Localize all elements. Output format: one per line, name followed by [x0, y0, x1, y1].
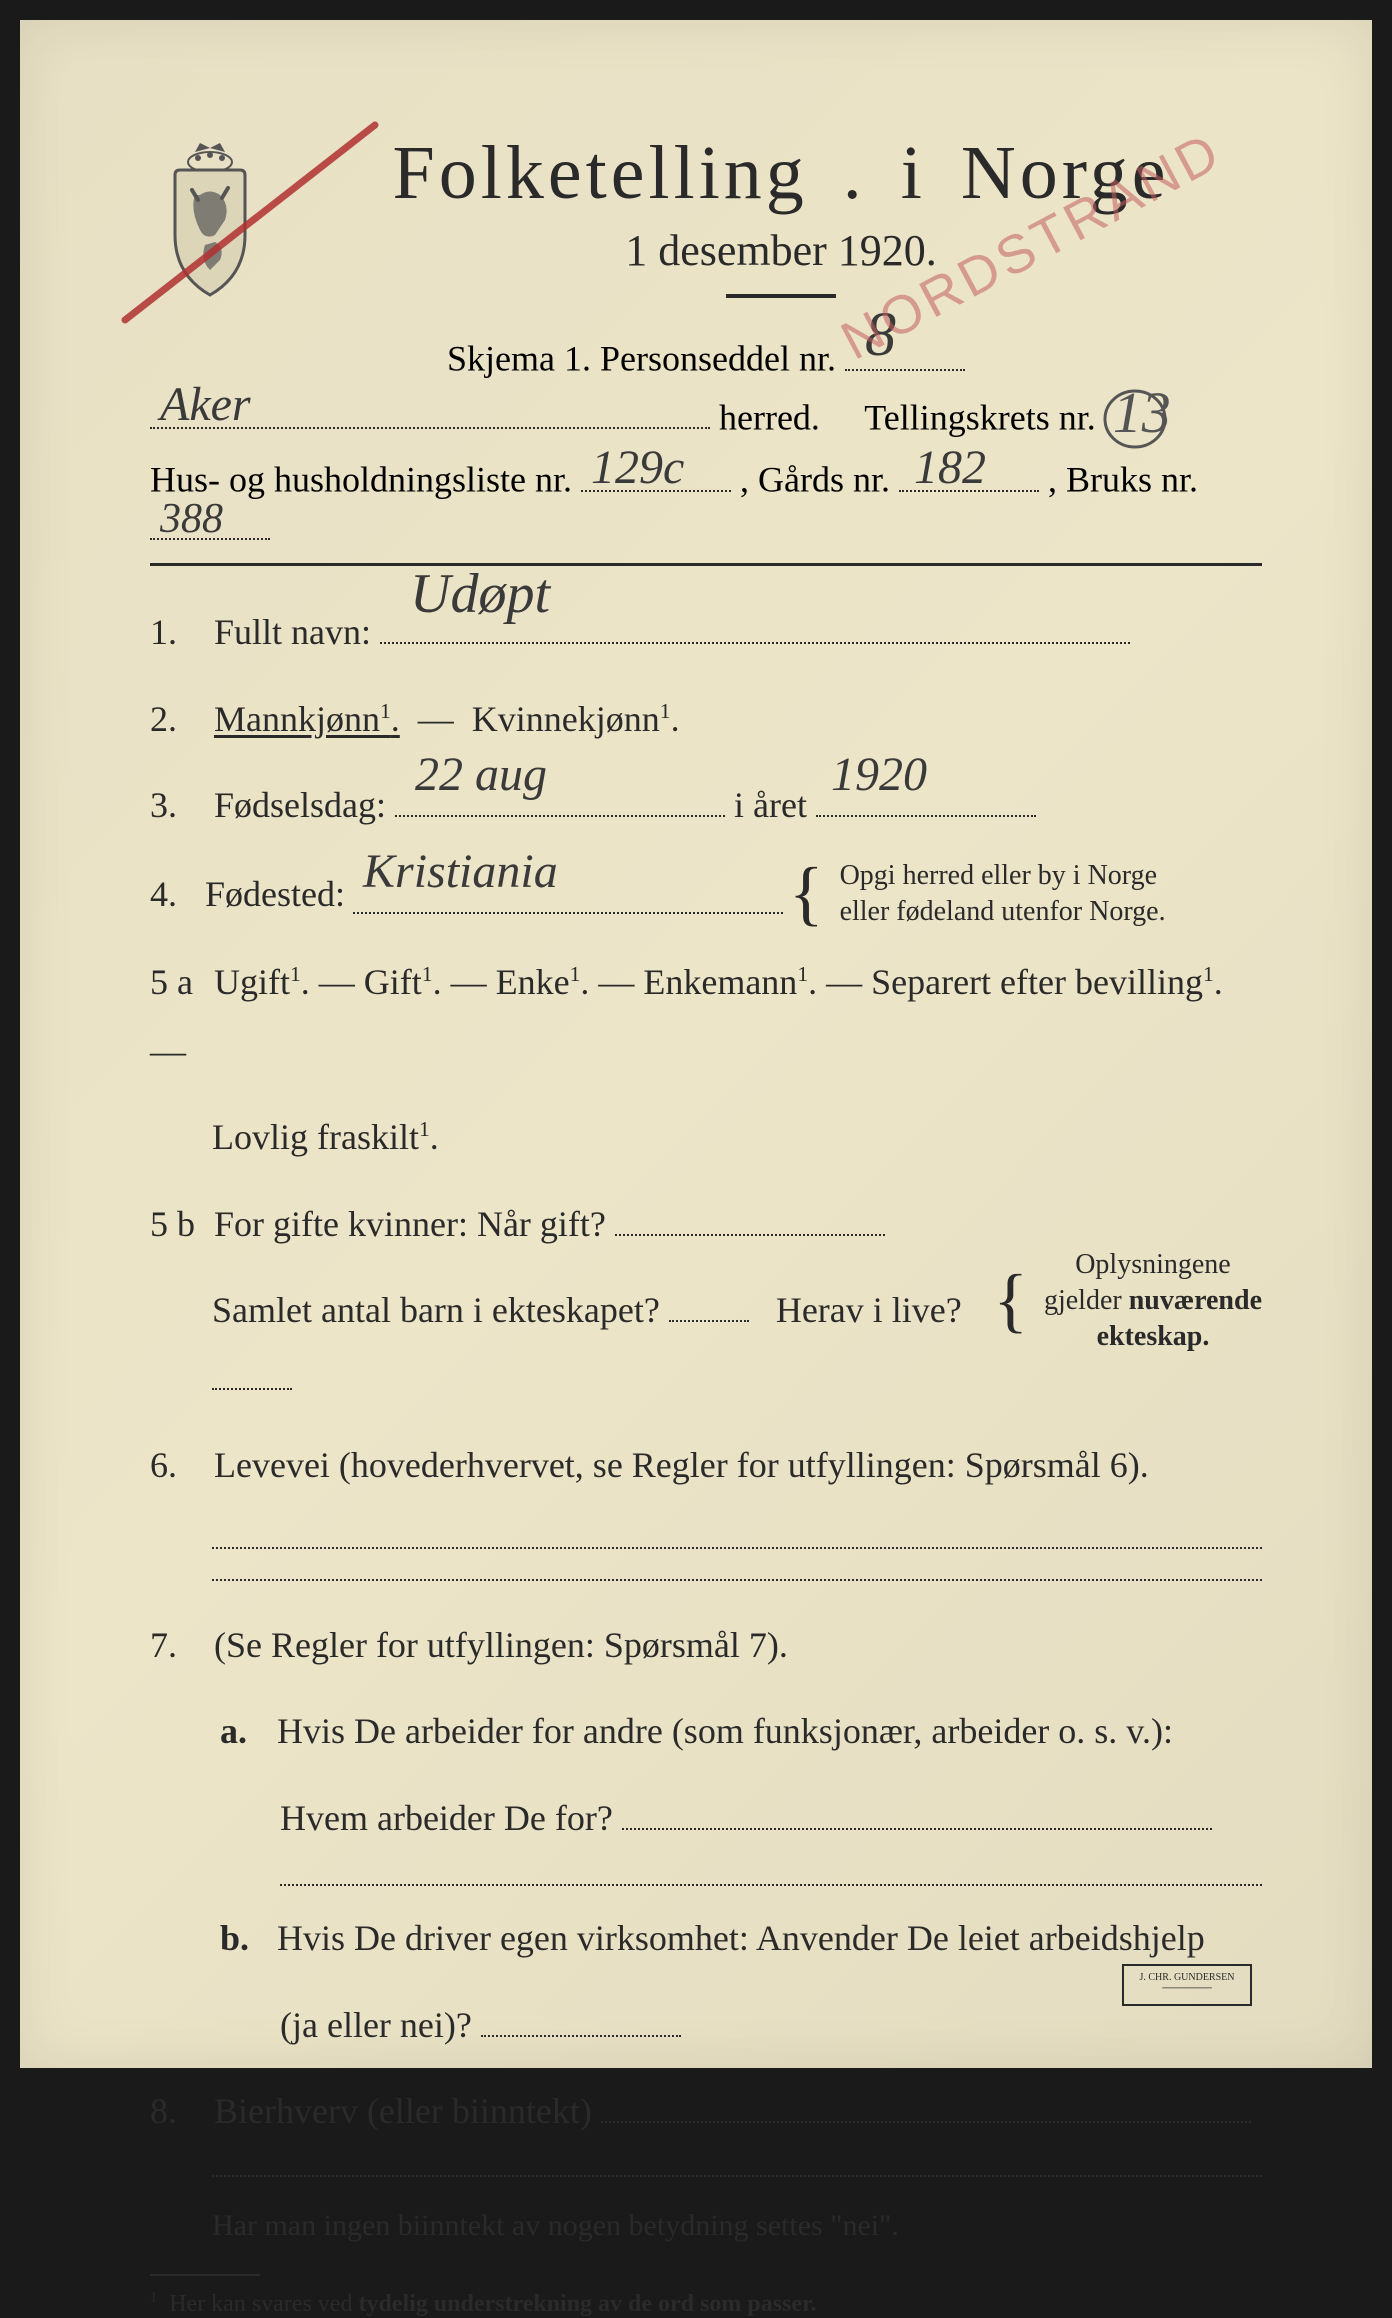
q7b-line2: (ja eller nei)? [280, 1991, 1262, 2059]
q7b-line1: b. Hvis De driver egen virksomhet: Anven… [212, 1904, 1262, 1972]
q3-year-value: 1920 [831, 729, 927, 820]
schema-label: Skjema 1. Personseddel nr. [447, 339, 836, 379]
main-title: Folketelling . i Norge [300, 130, 1262, 217]
schema-row: Skjema 1. Personseddel nr. 8 [150, 331, 1262, 380]
q1-line: 1. Fullt navn: Udøpt [150, 598, 1262, 666]
bruks-value: 388 [160, 495, 223, 543]
q7a-text2: Hvem arbeider De for? [280, 1798, 613, 1838]
q7b-text1: Hvis De driver egen virksomhet: Anvender… [277, 1918, 1205, 1958]
q1-label: Fullt navn: [214, 612, 371, 652]
footnote: 1 Her kan svares ved tydelig understrekn… [150, 2290, 1262, 2318]
q1-value: Udøpt [410, 541, 550, 647]
q8-num: 8. [150, 2077, 205, 2145]
q5a-opts2: Lovlig fraskilt1. [212, 1117, 439, 1157]
section-divider [150, 563, 1262, 566]
q5a-num: 5 a [150, 948, 205, 1016]
q7-num: 7. [150, 1611, 205, 1679]
q5b-block: 5 b For gifte kvinner: Når gift? Samlet … [150, 1190, 1262, 1413]
q5b-l1a: For gifte kvinner: Når gift? [214, 1204, 606, 1244]
q5a-line2: Lovlig fraskilt1. [212, 1103, 1262, 1171]
q5b-l2b: Herav i live? [776, 1290, 962, 1330]
q7a-text1: Hvis De arbeider for andre (som funksjon… [277, 1711, 1173, 1751]
q7a-num: a. [220, 1697, 268, 1765]
herred-value: Aker [160, 377, 251, 432]
brace-icon: { [789, 865, 824, 923]
q5a-line1: 5 a Ugift1. — Gift1. — Enke1. — Enkemann… [150, 948, 1262, 1085]
q2-line: 2. Mannkjønn1. — Kvinnekjønn1. [150, 685, 1262, 753]
q7a-line2: Hvem arbeider De for? [280, 1784, 1262, 1852]
q5b-num: 5 b [150, 1190, 205, 1258]
q6-text: Levevei (hovederhvervet, se Regler for u… [214, 1445, 1149, 1485]
q7-intro: 7. (Se Regler for utfyllingen: Spørsmål … [150, 1611, 1262, 1679]
coat-of-arms-icon [150, 140, 270, 300]
herred-label: herred. [719, 397, 820, 437]
title-block: Folketelling . i Norge 1 desember 1920. [300, 130, 1262, 323]
q3-line: 3. Fødselsdag: 22 aug i året 1920 [150, 771, 1262, 839]
dotted-rule [280, 1884, 1262, 1886]
q4-line: 4. Fødested: Kristiania { Opgi herred el… [150, 858, 1262, 931]
q5b-l2a: Samlet antal barn i ekteskapet? [212, 1290, 660, 1330]
q3-day-value: 22 aug [415, 729, 547, 820]
q8-label: Bierhverv (eller biinntekt) [214, 2091, 592, 2131]
q3-label: Fødselsdag: [214, 785, 386, 825]
q4-value: Kristiania [363, 826, 558, 917]
q6-line: 6. Levevei (hovederhvervet, se Regler fo… [150, 1431, 1262, 1499]
q7b-num: b. [220, 1904, 268, 1972]
gards-label: , Gårds nr. [740, 460, 890, 500]
subtitle-date: 1 desember 1920. [300, 225, 1262, 276]
q4-label: Fødested: [205, 860, 345, 928]
q8-line: 8. Bierhverv (eller biinntekt) [150, 2077, 1262, 2145]
q4-note: Opgi herred eller by i Norge eller fødel… [840, 858, 1166, 931]
krets-label: Tellingskrets nr. [864, 397, 1095, 437]
dotted-rule [212, 1579, 1262, 1581]
listing-row: Hus- og husholdningsliste nr. 129c , Går… [150, 452, 1262, 549]
personseddel-value: 8 [865, 300, 896, 371]
gards-value: 182 [914, 440, 986, 495]
q5a-opts: Ugift1. — Gift1. — Enke1. — Enkemann1. —… [150, 962, 1223, 1070]
dotted-rule [212, 2175, 1262, 2177]
q5b-note: Oplysningene gjelder nuværende ekteskap. [1044, 1247, 1262, 1356]
dotted-rule [212, 1547, 1262, 1549]
q3-num: 3. [150, 771, 205, 839]
tail-note: Har man ingen biinntekt av nogen betydni… [212, 2197, 1262, 2254]
census-form-page: NORDSTRAND Folketelling . i Norge 1 dese… [20, 20, 1372, 2068]
q7b-text2: (ja eller nei)? [280, 2005, 472, 2045]
krets-value: 13 [1113, 379, 1171, 446]
footnote-rule [150, 2274, 260, 2276]
q7-intro-text: (Se Regler for utfyllingen: Spørsmål 7). [214, 1625, 788, 1665]
q3-mid: i året [734, 785, 807, 825]
q7a-line1: a. Hvis De arbeider for andre (som funks… [212, 1697, 1262, 1765]
header-row: Folketelling . i Norge 1 desember 1920. [150, 130, 1262, 323]
brace-icon: { [993, 1272, 1028, 1330]
q6-num: 6. [150, 1431, 205, 1499]
herred-row: Aker herred. Tellingskrets nr. 13 [150, 390, 1262, 439]
q4-num: 4. [150, 860, 205, 928]
hus-label: Hus- og husholdningsliste nr. [150, 460, 572, 500]
q2-num: 2. [150, 685, 205, 753]
q2-mann: Mannkjønn1. [214, 699, 400, 739]
title-divider [726, 294, 836, 298]
q1-num: 1. [150, 598, 205, 666]
bruks-label: , Bruks nr. [1048, 460, 1198, 500]
hus-value: 129c [591, 440, 684, 495]
printer-stamp: J. CHR. GUNDERSEN─────── [1122, 1964, 1252, 2006]
